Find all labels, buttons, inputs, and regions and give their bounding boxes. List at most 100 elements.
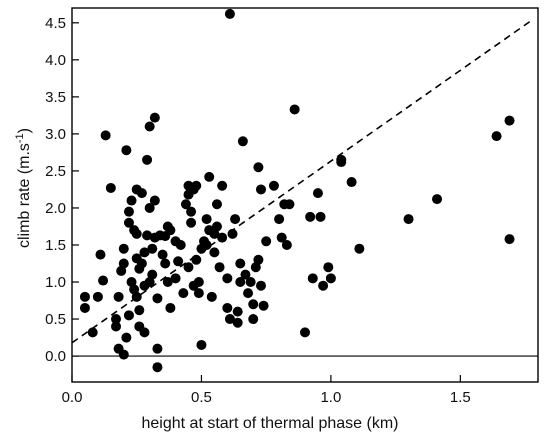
points-layer <box>79 8 515 373</box>
data-point <box>224 8 235 19</box>
y-tick-label: 4.5 <box>45 15 66 32</box>
trend-line <box>71 20 531 344</box>
data-point <box>142 230 153 241</box>
x-tick-label: 1.0 <box>320 389 341 406</box>
y-tick-label: 2.5 <box>45 163 66 180</box>
data-point <box>325 273 336 284</box>
data-point <box>227 228 238 239</box>
data-point <box>504 234 515 245</box>
data-point <box>268 180 279 191</box>
data-point <box>136 258 147 269</box>
data-point <box>173 256 184 267</box>
data-point <box>276 232 287 243</box>
data-point <box>253 254 264 265</box>
y-axis-title: climb rate (m.s-1) <box>14 128 33 248</box>
data-point <box>300 327 310 338</box>
data-point <box>204 171 215 182</box>
data-point <box>232 317 243 328</box>
data-point <box>98 275 109 286</box>
data-point <box>248 314 259 325</box>
data-point <box>504 115 515 126</box>
data-point <box>232 306 243 317</box>
y-tick-label: 4.0 <box>45 52 66 69</box>
data-point <box>191 180 202 191</box>
data-point <box>193 277 204 288</box>
data-point <box>281 239 292 250</box>
data-point <box>206 291 217 302</box>
data-point <box>312 188 323 199</box>
data-point <box>196 339 207 350</box>
data-point <box>165 225 176 236</box>
data-point <box>346 177 357 188</box>
data-point <box>79 291 90 302</box>
data-point <box>87 327 98 338</box>
data-point <box>147 269 158 280</box>
data-point <box>152 293 163 304</box>
data-point <box>123 206 134 217</box>
data-point <box>237 136 248 147</box>
data-point <box>123 217 134 228</box>
data-point <box>222 273 233 284</box>
y-axis-title-main: climb rate (m.s <box>16 143 33 248</box>
data-point <box>217 232 228 243</box>
data-point <box>307 273 318 284</box>
data-point <box>118 243 129 254</box>
data-point <box>318 280 329 291</box>
data-point <box>315 211 326 222</box>
x-tick-label: 0.5 <box>191 389 212 406</box>
data-point <box>144 202 155 213</box>
data-point <box>134 305 145 316</box>
data-point <box>123 310 134 321</box>
data-point <box>354 243 365 254</box>
x-tick-label: 1.5 <box>450 389 471 406</box>
data-point <box>274 214 285 225</box>
data-point <box>201 239 212 250</box>
data-point <box>162 277 173 288</box>
y-tick-label: 0.5 <box>45 311 66 328</box>
data-point <box>139 247 150 258</box>
y-tick-label: 3.5 <box>45 89 66 106</box>
data-point <box>100 130 111 141</box>
plot-frame <box>71 7 539 383</box>
data-point <box>142 154 153 165</box>
data-point <box>255 184 266 195</box>
data-point <box>240 269 251 280</box>
data-point <box>336 154 347 165</box>
data-point <box>222 302 233 313</box>
y-tick-label: 3.0 <box>45 126 66 143</box>
data-point <box>111 321 122 332</box>
data-point <box>284 199 295 210</box>
data-point <box>214 262 225 273</box>
data-point <box>255 280 266 291</box>
data-point <box>118 349 129 360</box>
data-point <box>235 258 246 269</box>
data-point <box>261 236 272 247</box>
data-point <box>111 314 122 325</box>
data-point <box>253 162 264 173</box>
data-point <box>403 214 414 225</box>
data-point <box>126 195 137 206</box>
data-point <box>211 199 222 210</box>
data-point <box>131 228 142 239</box>
data-point <box>121 332 132 343</box>
data-point <box>178 288 189 299</box>
data-point <box>323 262 334 273</box>
data-point <box>147 243 158 254</box>
data-point <box>95 249 106 260</box>
y-axis-title-close: ) <box>16 128 33 133</box>
data-point <box>131 291 142 302</box>
data-point <box>248 299 259 310</box>
data-point <box>136 188 147 199</box>
data-point <box>209 247 220 258</box>
data-point <box>118 258 129 269</box>
data-point <box>305 211 316 222</box>
data-point <box>230 214 241 225</box>
data-point <box>149 112 160 123</box>
y-tick-label: 1.5 <box>45 237 66 254</box>
data-point <box>245 277 256 288</box>
data-point <box>92 291 103 302</box>
data-point <box>289 104 300 115</box>
data-point <box>121 145 132 156</box>
data-point <box>201 214 212 225</box>
